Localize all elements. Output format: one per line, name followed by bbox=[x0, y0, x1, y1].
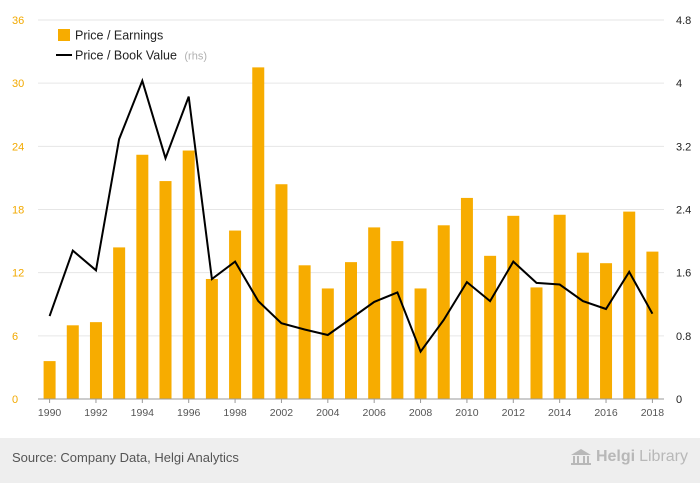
pe-bar bbox=[43, 361, 56, 399]
pe-bar bbox=[229, 230, 242, 399]
x-tick-label: 2006 bbox=[363, 407, 387, 419]
legend: Price / Earnings Price / Book Value (rhs… bbox=[56, 29, 207, 63]
pe-bar bbox=[345, 262, 357, 399]
pe-bar bbox=[205, 278, 218, 399]
x-tick-label: 1992 bbox=[84, 407, 108, 419]
legend-pe-label: Price / Earnings bbox=[75, 29, 163, 43]
x-tick-label: 2010 bbox=[455, 407, 479, 419]
axes: 0 6 12 18 24 30 36 0 0.8 1.6 2.4 3.2 4 4.8 1990 1992 199… bbox=[12, 15, 691, 419]
pbv-line-layer bbox=[48, 77, 654, 354]
legend-pe-swatch bbox=[58, 29, 70, 41]
pe-bar bbox=[275, 184, 288, 399]
x-tick-label: 1990 bbox=[38, 407, 62, 419]
helgi-library-logo: Helgi Library bbox=[570, 448, 688, 466]
pe-bar bbox=[66, 325, 79, 399]
legend-pbv-note: (rhs) bbox=[184, 51, 207, 63]
pe-bars bbox=[43, 67, 659, 399]
left-tick-label: 30 bbox=[12, 78, 24, 90]
pe-bar bbox=[437, 225, 450, 399]
left-tick-label: 0 bbox=[12, 394, 18, 406]
x-tick-label: 1994 bbox=[131, 407, 155, 419]
pe-bar bbox=[391, 241, 404, 399]
chart: 0 6 12 18 24 30 36 0 0.8 1.6 2.4 3.2 4 4.8 1990 1992 199… bbox=[12, 15, 691, 419]
pe-bar bbox=[530, 287, 543, 399]
pe-bar bbox=[576, 252, 589, 399]
x-tick-label: 2018 bbox=[641, 407, 665, 419]
x-tick-label: 1996 bbox=[177, 407, 201, 419]
library-building-icon bbox=[570, 449, 591, 465]
x-tick-label: 2004 bbox=[316, 407, 340, 419]
right-tick-label: 4.8 bbox=[676, 15, 691, 27]
footer: Source: Company Data, Helgi Analytics He… bbox=[0, 438, 700, 483]
pe-bar bbox=[600, 263, 613, 399]
x-tick-label: 1998 bbox=[223, 407, 247, 419]
x-tick-label: 2002 bbox=[270, 407, 294, 419]
pe-bar bbox=[159, 181, 172, 399]
pbv-line bbox=[48, 77, 654, 354]
pe-bar bbox=[89, 322, 102, 399]
right-tick-label: 3.2 bbox=[676, 141, 691, 153]
right-tick-label: 4 bbox=[676, 78, 682, 90]
pe-bar bbox=[113, 247, 126, 399]
left-tick-label: 18 bbox=[12, 205, 24, 217]
logo-text-library: Library bbox=[639, 448, 688, 465]
pe-bar bbox=[368, 227, 381, 399]
right-tick-label: 2.4 bbox=[676, 205, 691, 217]
pe-bar bbox=[136, 154, 149, 399]
logo-text-helgi: Helgi bbox=[595, 448, 636, 465]
pe-bar bbox=[623, 211, 636, 399]
x-tick-label: 2008 bbox=[409, 407, 433, 419]
left-tick-label: 36 bbox=[12, 15, 24, 27]
right-tick-label: 1.6 bbox=[676, 268, 691, 280]
pe-bar bbox=[646, 251, 659, 399]
left-tick-label: 6 bbox=[12, 331, 18, 343]
svg-text:Price / Book Value (rhs): Price / Book Value (rhs) bbox=[75, 49, 207, 63]
pe-bar bbox=[553, 214, 566, 399]
left-tick-label: 12 bbox=[12, 268, 24, 280]
left-tick-label: 24 bbox=[12, 141, 24, 153]
pe-bar bbox=[298, 265, 311, 399]
x-tick-label: 2016 bbox=[594, 407, 618, 419]
right-tick-label: 0.8 bbox=[676, 331, 691, 343]
x-tick-label: 2012 bbox=[502, 407, 526, 419]
pe-bar bbox=[182, 150, 195, 399]
pe-bar bbox=[460, 197, 473, 399]
source-text: Source: Company Data, Helgi Analytics bbox=[12, 450, 239, 465]
legend-pbv-label: Price / Book Value bbox=[75, 49, 177, 63]
pe-bar bbox=[507, 215, 520, 399]
pe-bar bbox=[321, 288, 334, 399]
pe-bar bbox=[484, 255, 497, 399]
pe-bar bbox=[414, 288, 427, 399]
x-tick-label: 2014 bbox=[548, 407, 572, 419]
right-tick-label: 0 bbox=[676, 394, 682, 406]
pe-bar bbox=[252, 67, 265, 399]
